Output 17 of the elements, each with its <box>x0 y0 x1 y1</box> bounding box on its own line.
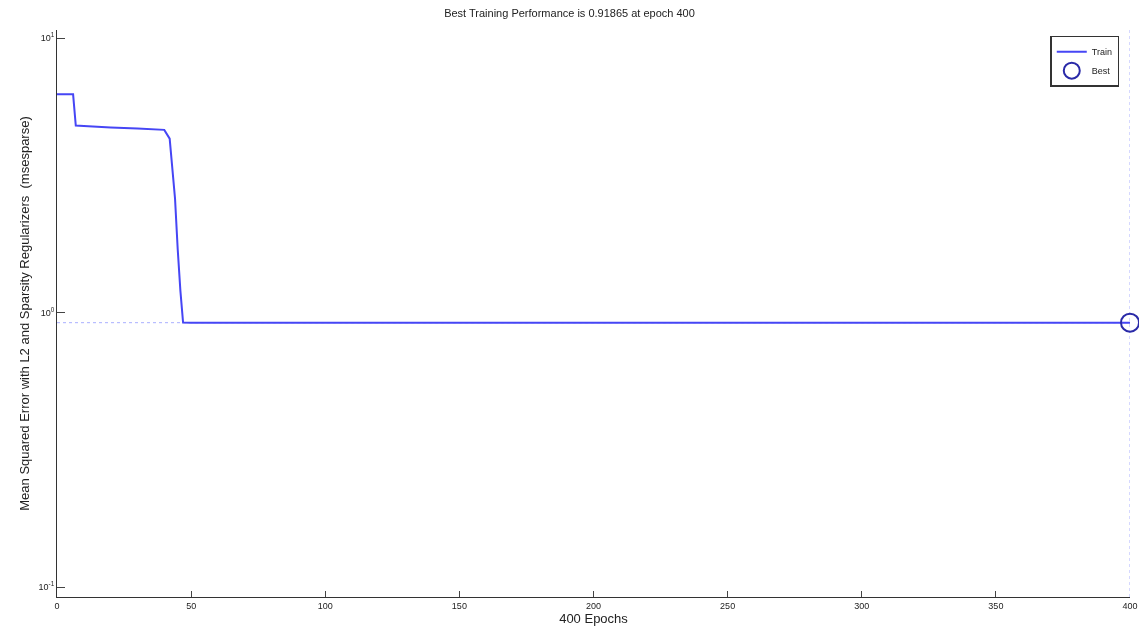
x-tick-label: 100 <box>317 600 333 611</box>
x-axis-title: 400 Epochs <box>559 611 629 627</box>
x-tick-label: 300 <box>854 600 870 611</box>
y-tick-label: 10$^{1}$ <box>40 31 55 44</box>
y-axis-title: Mean Squared Error with L2 and Sparsity Regularizers (msesparse) <box>16 116 32 511</box>
x-tick-label: 250 <box>720 600 736 611</box>
y-tick-label: 10$^{0}$ <box>40 305 55 318</box>
legend-label: Train <box>1091 47 1112 58</box>
chart-title: Best Training Performance is 0.91865 at epoch 400 <box>444 7 695 20</box>
x-tick-label: 50 <box>186 600 197 611</box>
x-tick-label: 350 <box>988 600 1004 611</box>
x-tick-label: 200 <box>585 600 602 611</box>
legend-label: Best <box>1091 66 1111 77</box>
x-tick-label: 0 <box>54 600 60 611</box>
x-tick-label: 150 <box>451 600 467 611</box>
y-tick-label: 10$^{-1}$ <box>38 580 55 593</box>
x-tick-label: 400 <box>1122 600 1138 611</box>
